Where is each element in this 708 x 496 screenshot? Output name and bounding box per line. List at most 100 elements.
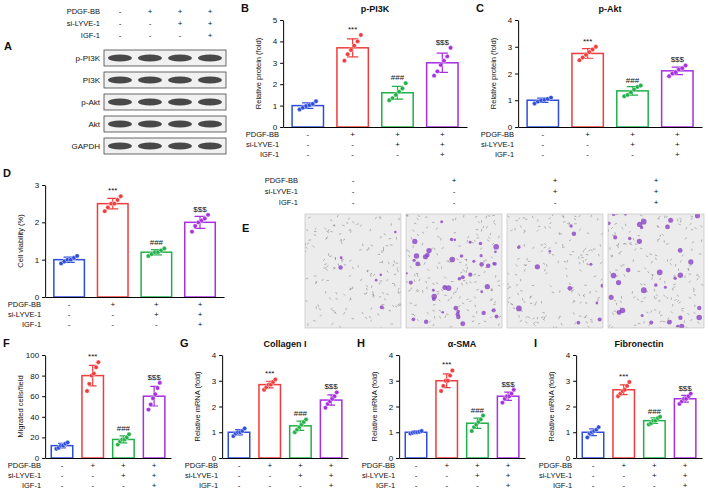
pore <box>391 323 393 324</box>
pore <box>515 274 517 275</box>
pore <box>630 244 632 246</box>
pore <box>691 229 693 230</box>
pore <box>314 275 316 276</box>
pore <box>390 244 392 245</box>
pore <box>339 326 341 328</box>
point <box>359 33 363 37</box>
tick: 1 <box>566 428 576 437</box>
pore <box>352 267 353 269</box>
condition-sign: + <box>350 130 355 139</box>
pore <box>549 227 551 228</box>
pore <box>701 240 703 242</box>
cell <box>678 272 683 277</box>
pore <box>333 268 335 269</box>
tick-label: 3 <box>35 181 40 190</box>
pore <box>694 304 695 306</box>
pore <box>307 323 308 325</box>
tick-mark <box>219 355 222 356</box>
pore <box>695 227 697 228</box>
band <box>198 120 222 127</box>
pore <box>306 300 307 302</box>
axis-line <box>400 458 526 459</box>
point <box>509 391 513 395</box>
pore <box>444 295 446 296</box>
tick: 3 <box>389 377 399 386</box>
marks <box>405 368 519 458</box>
cell <box>469 241 472 244</box>
pore <box>454 232 456 233</box>
pore <box>442 247 444 249</box>
pore <box>518 315 520 317</box>
pore <box>469 282 471 283</box>
pore <box>474 297 476 298</box>
pore <box>614 311 616 312</box>
pore <box>332 310 334 312</box>
condition-sign: + <box>475 471 480 480</box>
pore <box>697 322 699 323</box>
condition-sign: + <box>208 7 213 16</box>
pore <box>379 216 381 218</box>
pore <box>392 305 394 307</box>
condition-sign: - <box>622 481 625 490</box>
condition-sign: + <box>444 461 449 470</box>
pore <box>330 231 332 233</box>
pore <box>550 222 551 224</box>
pore <box>333 267 335 268</box>
condition-sign: - <box>653 481 656 490</box>
pore <box>417 290 419 292</box>
pore <box>406 215 408 217</box>
condition-sign: - <box>306 150 309 159</box>
x-axis <box>284 127 468 128</box>
pore <box>611 255 613 257</box>
point <box>155 386 159 390</box>
tick-label: 3 <box>566 377 571 386</box>
band <box>198 142 222 149</box>
pore <box>476 229 478 230</box>
panel-letter: H <box>357 337 365 349</box>
bar <box>405 432 426 458</box>
tick: 1 <box>508 96 518 105</box>
cell <box>589 263 592 266</box>
pore <box>507 216 509 217</box>
bar <box>617 91 648 127</box>
x-axis <box>223 458 349 459</box>
pore <box>422 232 424 233</box>
pore <box>677 295 679 297</box>
chart-title: p-PI3K <box>361 4 390 14</box>
pore <box>658 300 660 301</box>
pore <box>552 214 554 216</box>
pore <box>436 282 438 283</box>
pore <box>564 261 566 263</box>
tick-mark <box>42 297 45 298</box>
tick: 1 <box>35 256 45 265</box>
pore <box>309 239 311 241</box>
pore <box>572 289 574 290</box>
pore <box>469 300 471 302</box>
pore <box>436 267 438 269</box>
pore <box>417 218 419 220</box>
tick-label: 2 <box>389 403 394 412</box>
pore <box>694 294 696 296</box>
pore <box>368 247 369 249</box>
panel: Bp-PI3K012345Relative protein (fold)***#… <box>241 2 468 159</box>
pore <box>587 263 589 264</box>
point <box>432 73 436 77</box>
micrograph <box>608 214 704 328</box>
pore <box>416 273 418 274</box>
cell <box>461 275 465 279</box>
pore <box>507 288 509 289</box>
pore <box>395 306 397 307</box>
chart-title: p-Akt <box>599 4 622 14</box>
chart-title: Fibronectin <box>615 339 664 349</box>
tick: 2 <box>273 80 283 89</box>
pore <box>693 289 695 291</box>
pore <box>679 302 681 303</box>
pore <box>314 231 316 232</box>
condition-sign: - <box>541 140 544 149</box>
point <box>439 389 443 393</box>
pore <box>487 240 489 241</box>
pore <box>372 291 374 293</box>
micrograph <box>305 214 401 328</box>
pore <box>585 302 587 304</box>
pore <box>478 323 480 324</box>
